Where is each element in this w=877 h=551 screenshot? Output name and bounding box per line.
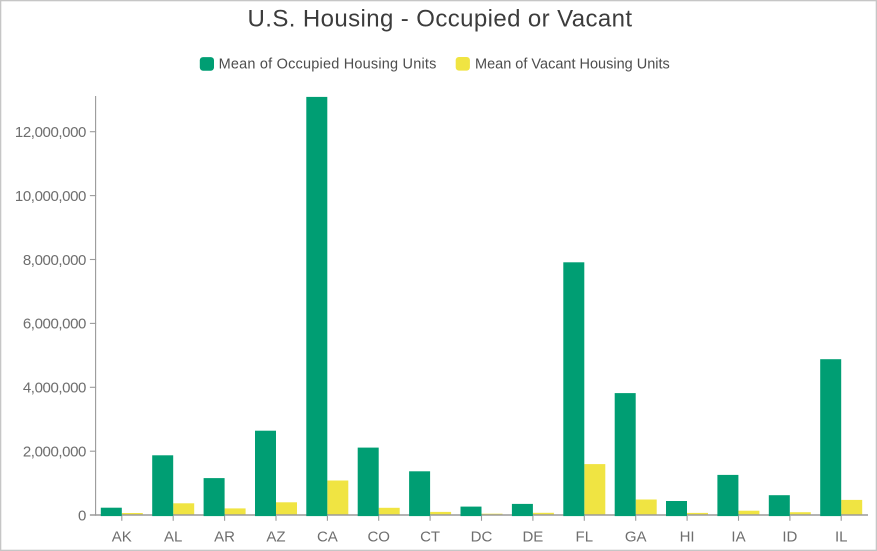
- svg-text:DE: DE: [522, 528, 543, 545]
- svg-text:AL: AL: [164, 528, 182, 545]
- svg-text:12,000,000: 12,000,000: [15, 124, 86, 141]
- svg-text:10,000,000: 10,000,000: [15, 188, 86, 205]
- svg-text:Mean of Occupied Housing Units: Mean of Occupied Housing Units: [219, 57, 437, 73]
- svg-text:IA: IA: [731, 528, 745, 545]
- svg-text:Mean of Vacant Housing Units: Mean of Vacant Housing Units: [475, 57, 670, 73]
- svg-text:HI: HI: [680, 528, 695, 545]
- svg-text:8,000,000: 8,000,000: [23, 252, 86, 269]
- svg-text:ID: ID: [782, 528, 797, 545]
- svg-text:0: 0: [78, 507, 86, 524]
- svg-text:DC: DC: [471, 528, 493, 545]
- svg-text:CO: CO: [367, 528, 390, 545]
- svg-text:FL: FL: [576, 528, 594, 545]
- svg-text:AZ: AZ: [266, 528, 285, 545]
- svg-text:AK: AK: [112, 528, 132, 545]
- svg-text:4,000,000: 4,000,000: [23, 380, 86, 397]
- svg-text:U.S. Housing - Occupied or Vac: U.S. Housing - Occupied or Vacant: [248, 5, 633, 32]
- svg-text:CT: CT: [420, 528, 440, 545]
- svg-text:GA: GA: [625, 528, 647, 545]
- svg-text:6,000,000: 6,000,000: [23, 316, 86, 333]
- svg-text:2,000,000: 2,000,000: [23, 443, 86, 460]
- svg-text:AR: AR: [214, 528, 235, 545]
- svg-text:CA: CA: [317, 528, 338, 545]
- svg-text:IL: IL: [835, 528, 848, 545]
